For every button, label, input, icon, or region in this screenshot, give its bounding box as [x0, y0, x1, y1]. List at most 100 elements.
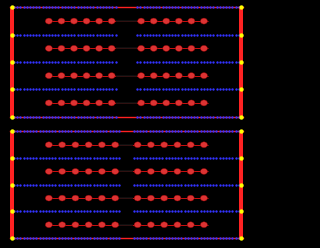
Point: [59, 209, 64, 213]
Point: [153, 236, 158, 240]
Point: [233, 183, 238, 187]
Point: [97, 156, 102, 160]
Point: [160, 115, 165, 119]
Point: [239, 33, 244, 37]
Point: [170, 87, 175, 91]
Point: [28, 129, 33, 133]
Point: [9, 60, 14, 64]
Point: [12, 33, 17, 37]
Point: [31, 129, 36, 133]
Point: [40, 115, 45, 119]
Point: [53, 129, 58, 133]
Point: [9, 156, 14, 160]
Point: [195, 5, 200, 9]
Point: [236, 156, 241, 160]
Point: [157, 115, 162, 119]
Point: [100, 129, 106, 133]
Point: [166, 5, 172, 9]
Point: [150, 236, 156, 240]
Point: [18, 156, 23, 160]
Point: [134, 183, 140, 187]
Point: [91, 60, 96, 64]
Point: [192, 129, 197, 133]
Point: [198, 115, 203, 119]
Point: [94, 60, 99, 64]
Point: [85, 209, 90, 213]
Point: [110, 115, 115, 119]
Point: [150, 87, 156, 91]
Ellipse shape: [112, 195, 119, 201]
Point: [56, 209, 61, 213]
Point: [179, 60, 184, 64]
Point: [66, 129, 71, 133]
Ellipse shape: [163, 18, 170, 24]
Point: [113, 87, 118, 91]
Point: [24, 87, 29, 91]
Ellipse shape: [161, 222, 168, 228]
Point: [88, 5, 93, 9]
Point: [97, 5, 102, 9]
Point: [214, 129, 219, 133]
Point: [94, 236, 100, 240]
Point: [110, 60, 115, 64]
Point: [107, 129, 112, 133]
Point: [104, 183, 109, 187]
Ellipse shape: [72, 142, 79, 148]
Ellipse shape: [108, 100, 115, 106]
Point: [163, 87, 168, 91]
Ellipse shape: [96, 45, 103, 51]
Point: [107, 209, 112, 213]
Point: [160, 60, 165, 64]
Point: [135, 115, 140, 119]
Point: [182, 209, 187, 213]
Point: [230, 209, 235, 213]
Point: [100, 60, 106, 64]
Point: [192, 236, 197, 240]
Point: [68, 115, 74, 119]
Point: [144, 60, 149, 64]
Point: [104, 156, 109, 160]
Point: [223, 87, 228, 91]
Point: [113, 156, 118, 160]
Point: [75, 209, 80, 213]
Point: [173, 60, 178, 64]
Point: [53, 156, 58, 160]
Point: [91, 183, 96, 187]
Point: [72, 33, 77, 37]
Point: [68, 33, 74, 37]
Point: [211, 87, 216, 91]
Point: [85, 236, 90, 240]
Point: [110, 236, 115, 240]
Point: [201, 156, 206, 160]
Point: [94, 87, 99, 91]
Point: [107, 156, 112, 160]
Point: [163, 115, 168, 119]
Point: [185, 87, 190, 91]
Point: [107, 33, 112, 37]
Point: [227, 183, 232, 187]
Point: [134, 129, 140, 133]
Point: [107, 115, 112, 119]
Point: [182, 236, 187, 240]
Point: [217, 236, 222, 240]
Ellipse shape: [59, 168, 66, 174]
Point: [59, 236, 64, 240]
Ellipse shape: [70, 100, 77, 106]
Point: [65, 60, 70, 64]
Ellipse shape: [96, 18, 103, 24]
Point: [214, 209, 219, 213]
Point: [56, 183, 61, 187]
Point: [150, 209, 156, 213]
Ellipse shape: [200, 100, 207, 106]
Ellipse shape: [98, 222, 105, 228]
Point: [75, 5, 80, 9]
Point: [81, 5, 86, 9]
Bar: [239, 131, 243, 238]
Point: [75, 87, 80, 91]
Ellipse shape: [148, 168, 155, 174]
Point: [153, 209, 158, 213]
Point: [88, 236, 93, 240]
Point: [28, 236, 33, 240]
Point: [154, 60, 159, 64]
Point: [59, 5, 64, 9]
